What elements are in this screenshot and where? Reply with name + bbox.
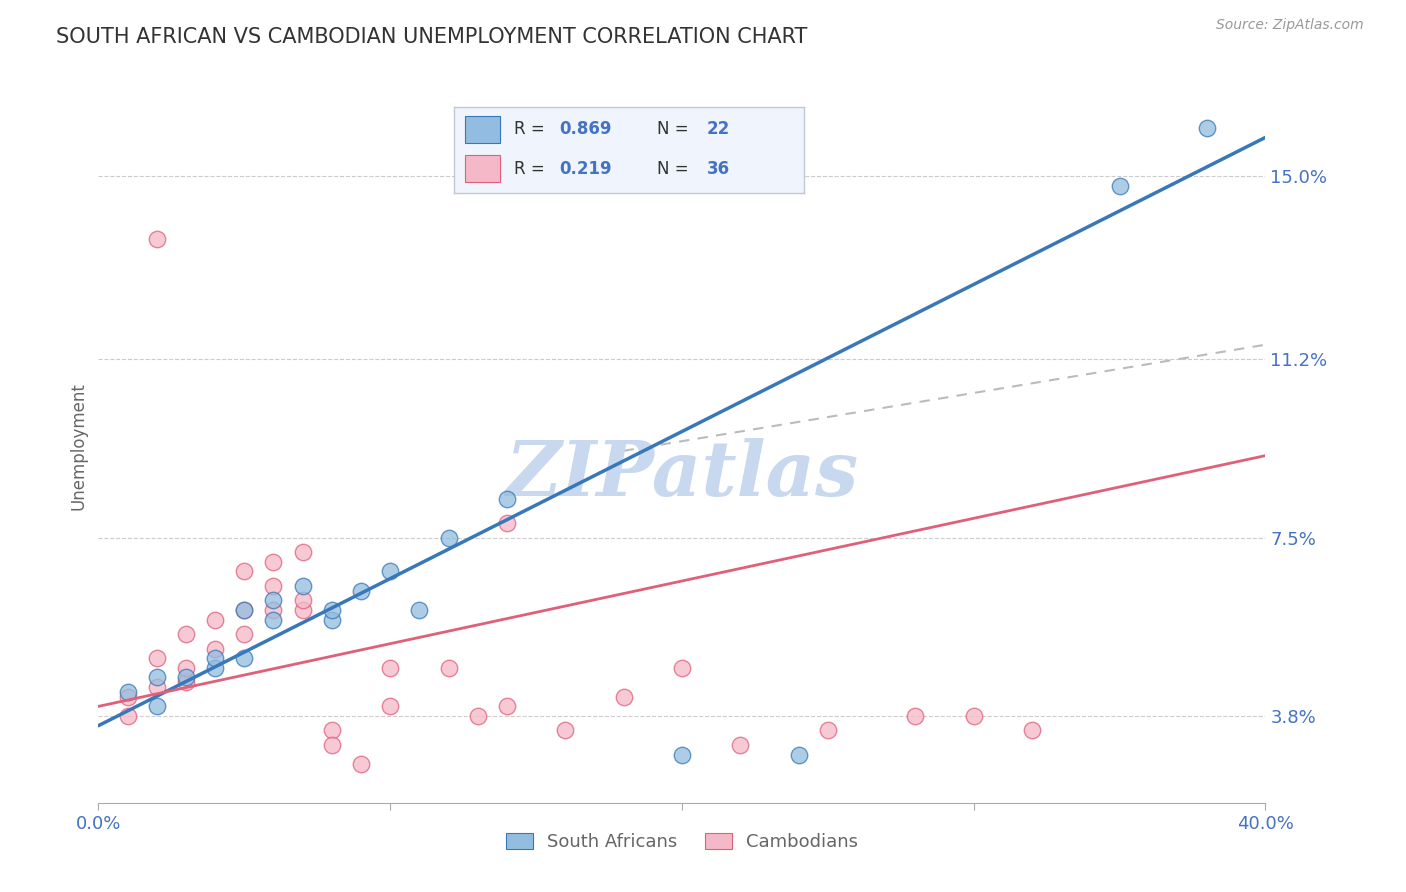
Point [291, 579, 314, 593]
Y-axis label: Unemployment: Unemployment [69, 382, 87, 510]
Point [321, 738, 343, 752]
Point [1195, 120, 1218, 135]
Point [146, 651, 169, 665]
Point [146, 670, 169, 684]
Text: Source: ZipAtlas.com: Source: ZipAtlas.com [1216, 18, 1364, 32]
Point [554, 723, 576, 738]
Point [291, 593, 314, 607]
Point [496, 516, 519, 530]
Point [380, 565, 402, 579]
Point [233, 565, 256, 579]
Point [1021, 723, 1043, 738]
Point [321, 603, 343, 617]
Text: ZIPatlas: ZIPatlas [505, 438, 859, 511]
Point [262, 593, 284, 607]
Point [262, 613, 284, 627]
Point [904, 709, 927, 723]
Point [787, 747, 810, 762]
Point [204, 613, 226, 627]
Point [174, 661, 197, 675]
Point [204, 661, 226, 675]
Point [467, 709, 489, 723]
Point [117, 685, 139, 699]
Point [174, 675, 197, 690]
Point [321, 613, 343, 627]
Point [321, 723, 343, 738]
Point [671, 661, 693, 675]
Point [291, 603, 314, 617]
Point [117, 709, 139, 723]
Point [262, 555, 284, 569]
Point [380, 661, 402, 675]
Point [291, 545, 314, 559]
Text: SOUTH AFRICAN VS CAMBODIAN UNEMPLOYMENT CORRELATION CHART: SOUTH AFRICAN VS CAMBODIAN UNEMPLOYMENT … [56, 27, 807, 46]
Point [1108, 178, 1130, 193]
Point [408, 603, 430, 617]
Point [146, 699, 169, 714]
Point [817, 723, 839, 738]
Point [730, 738, 752, 752]
Point [146, 232, 169, 246]
Point [204, 651, 226, 665]
Point [174, 627, 197, 641]
Point [496, 699, 519, 714]
Point [496, 491, 519, 506]
Point [233, 603, 256, 617]
Point [146, 680, 169, 694]
Point [671, 747, 693, 762]
Point [117, 690, 139, 704]
Point [233, 603, 256, 617]
Point [962, 709, 984, 723]
Point [350, 583, 373, 598]
Point [174, 670, 197, 684]
Point [437, 661, 460, 675]
Point [233, 627, 256, 641]
Point [233, 651, 256, 665]
Point [262, 603, 284, 617]
Point [380, 699, 402, 714]
Point [262, 579, 284, 593]
Legend: South Africans, Cambodians: South Africans, Cambodians [499, 825, 865, 858]
Point [204, 641, 226, 656]
Point [437, 531, 460, 545]
Point [350, 757, 373, 772]
Point [612, 690, 634, 704]
